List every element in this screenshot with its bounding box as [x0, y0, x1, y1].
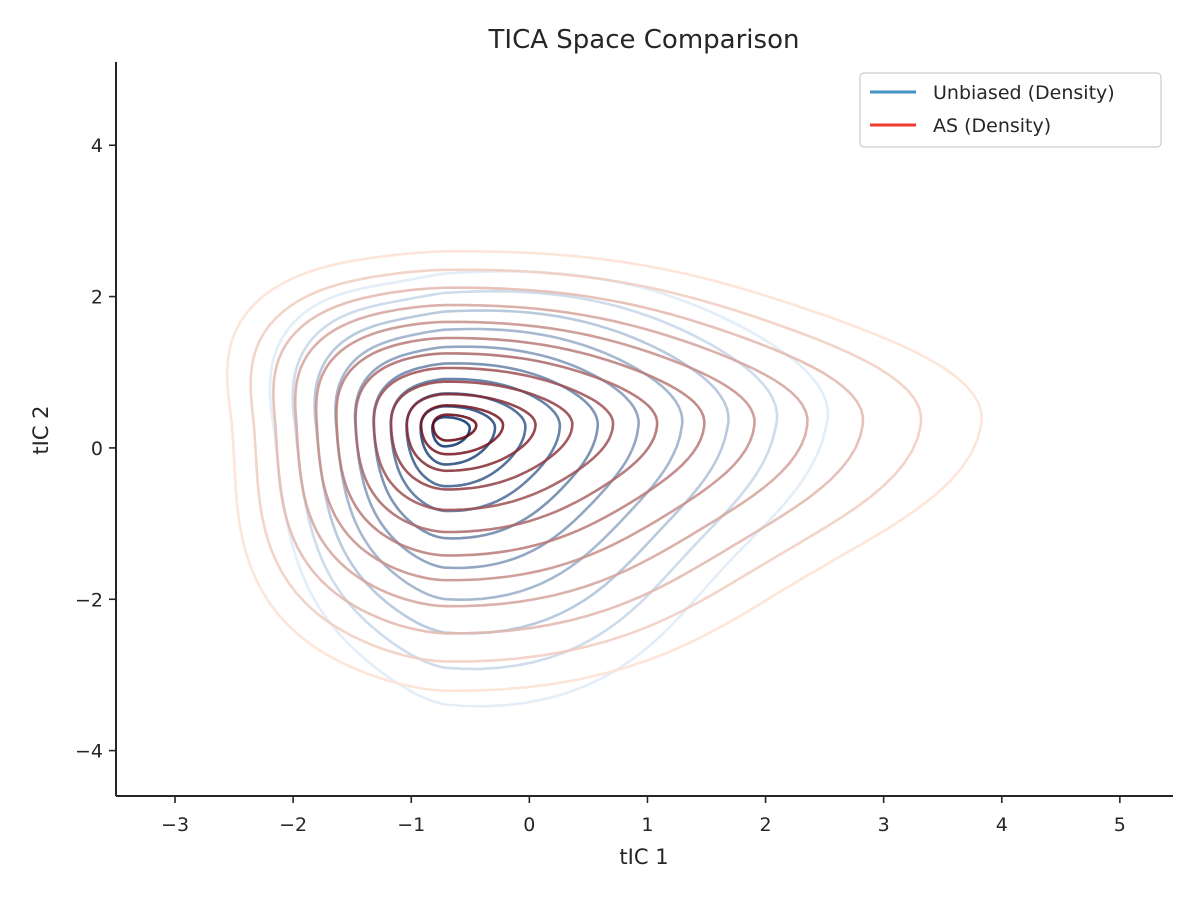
x-tick-label: 1	[641, 814, 653, 836]
x-tick-label: 5	[1114, 814, 1126, 836]
y-tick-label: −4	[75, 741, 103, 763]
contour-level	[314, 320, 756, 582]
contour-level	[272, 286, 865, 635]
x-tick-label: −2	[279, 814, 307, 836]
x-tick-label: 0	[523, 814, 535, 836]
y-tick-label: 0	[91, 438, 103, 460]
contour-level	[293, 303, 809, 608]
legend-label-as: AS (Density)	[933, 115, 1051, 137]
contour-level	[249, 268, 923, 663]
legend: Unbiased (Density) AS (Density)	[859, 72, 1162, 148]
y-axis-label: tIC 2	[29, 405, 53, 454]
contour-level	[419, 403, 505, 456]
chart-title: TICA Space Comparison	[488, 25, 800, 55]
contour-level	[430, 415, 472, 448]
series-1-contours	[225, 250, 984, 693]
contour-level	[225, 250, 984, 693]
plot-area	[225, 250, 984, 708]
legend-label-unbiased: Unbiased (Density)	[933, 82, 1115, 104]
contour-level	[389, 380, 574, 491]
contour-level	[354, 352, 659, 534]
contour-level	[372, 366, 615, 512]
x-ticks: −3 −2 −1 0 1 2 3 4 5	[161, 796, 1126, 836]
x-tick-label: 2	[760, 814, 772, 836]
contour-level	[335, 336, 706, 557]
y-ticks: −4 −2 0 2 4	[75, 135, 116, 763]
x-tick-label: −3	[161, 814, 189, 836]
legend-box	[859, 72, 1162, 148]
contour-level	[431, 413, 478, 442]
x-axis-label: tIC 1	[619, 845, 668, 869]
contour-level	[389, 377, 562, 513]
axes	[115, 62, 1173, 797]
y-tick-label: 2	[91, 287, 103, 309]
contour-level	[405, 392, 537, 473]
x-tick-label: −1	[397, 814, 425, 836]
y-tick-label: −2	[75, 589, 103, 611]
x-tick-label: 4	[996, 814, 1008, 836]
y-tick-label: 4	[91, 135, 103, 157]
x-tick-label: 3	[878, 814, 890, 836]
